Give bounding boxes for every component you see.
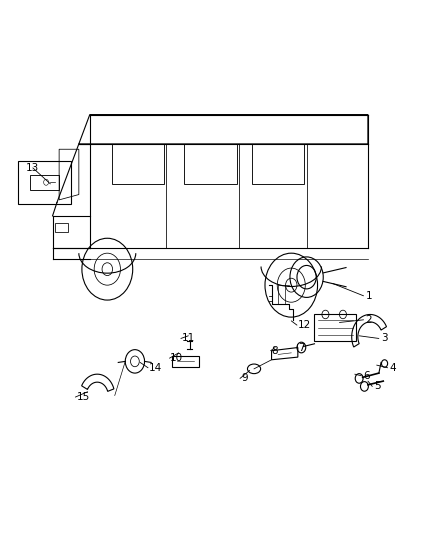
Text: 11: 11 xyxy=(182,334,195,343)
Text: 6: 6 xyxy=(364,371,370,381)
Text: 12: 12 xyxy=(298,320,311,330)
Text: 5: 5 xyxy=(374,382,381,391)
Text: 15: 15 xyxy=(77,392,90,402)
Text: 7: 7 xyxy=(298,343,304,352)
Text: 3: 3 xyxy=(381,334,388,343)
Text: 4: 4 xyxy=(390,363,396,373)
Text: 8: 8 xyxy=(272,346,278,356)
Text: 14: 14 xyxy=(149,363,162,373)
Text: 1: 1 xyxy=(366,291,372,301)
Text: 13: 13 xyxy=(26,163,39,173)
Text: 2: 2 xyxy=(366,315,372,325)
Text: 9: 9 xyxy=(241,374,247,383)
Text: 10: 10 xyxy=(170,353,183,363)
